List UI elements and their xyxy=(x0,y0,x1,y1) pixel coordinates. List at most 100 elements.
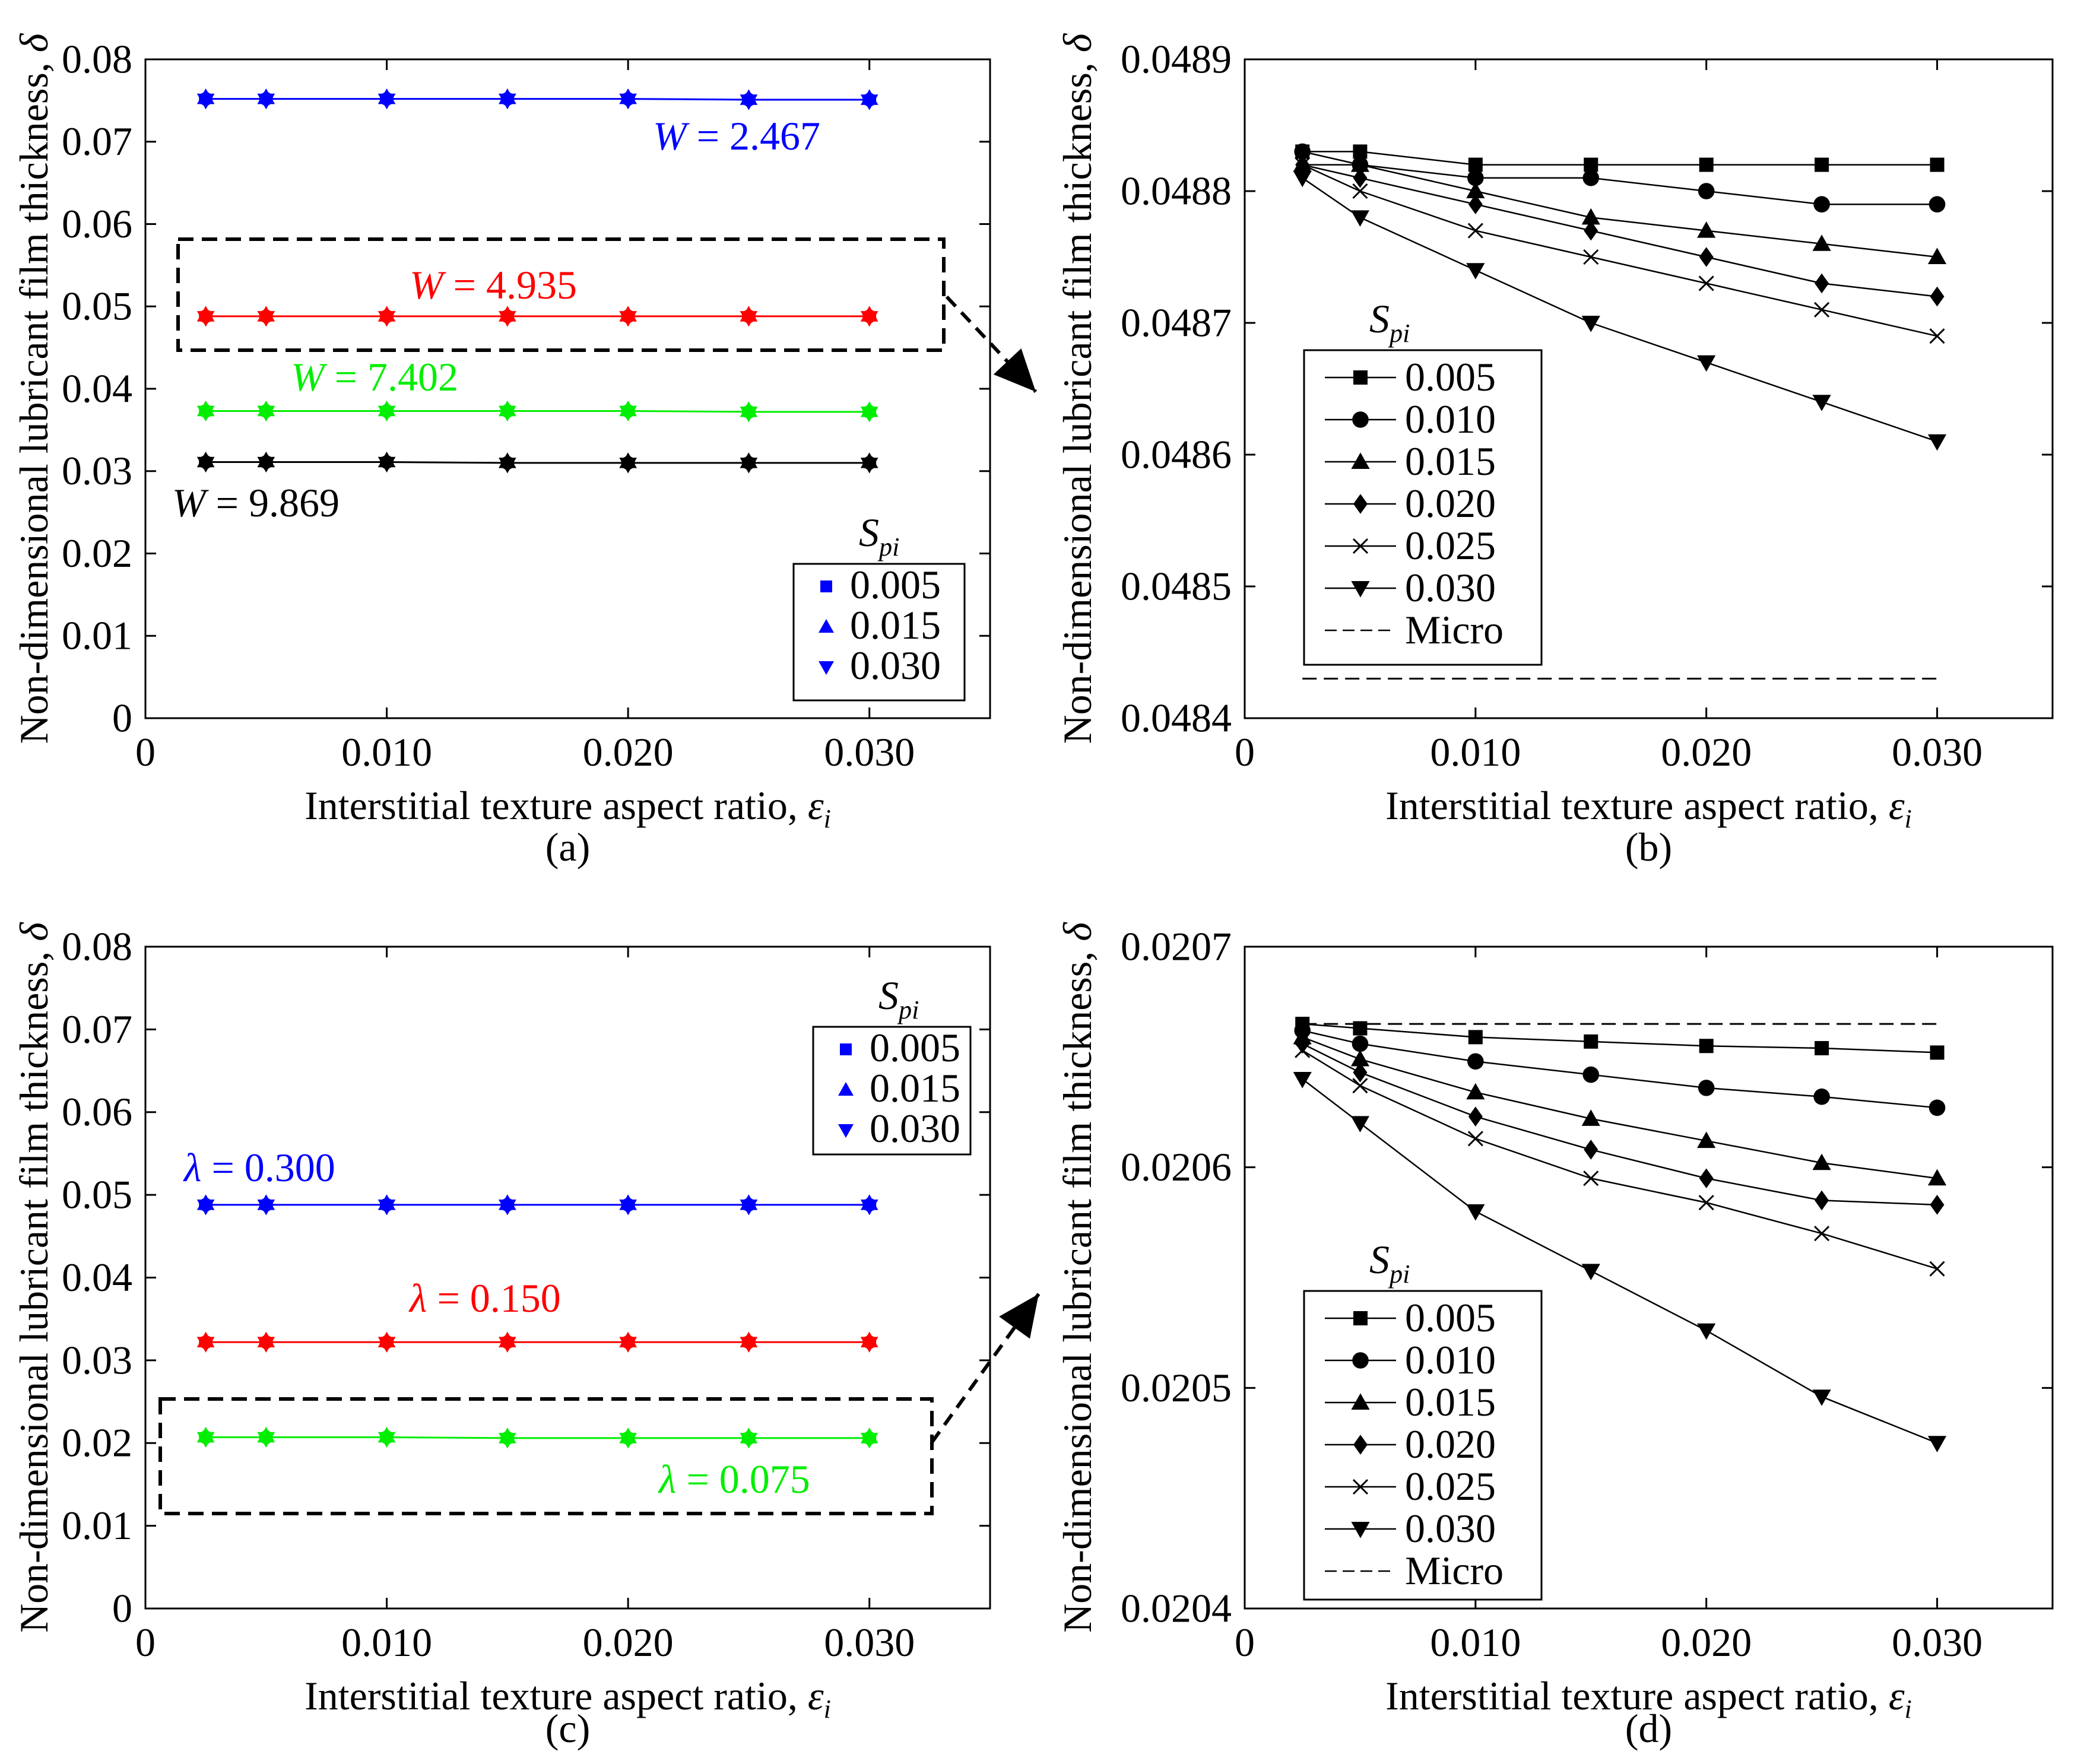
data-point-down xyxy=(196,1337,215,1353)
chart-panel-b: 0.0484 0.0485 0.0486 0.0487 0.0488 0.0489 0 0.0… xyxy=(1055,33,2054,870)
y-tick-label: 0.0207 xyxy=(1121,924,1232,969)
x-axis-label: Interstitial texture aspect ratio, εi xyxy=(304,783,831,833)
x-tick-label: 0.010 xyxy=(341,729,432,775)
series-line xyxy=(205,98,870,101)
data-point xyxy=(1815,157,1829,172)
y-tick-label: 0.0487 xyxy=(1121,300,1232,345)
data-point xyxy=(1927,248,1947,264)
data-point xyxy=(1582,1066,1600,1083)
y-tick-label: 0.0489 xyxy=(1121,36,1232,81)
y-tick-label: 0.07 xyxy=(62,1007,132,1052)
data-point-down xyxy=(499,1337,516,1353)
y-axis-label: Non-dimensional lubricant film thickness… xyxy=(11,922,56,1633)
data-point xyxy=(1467,170,1484,186)
data-point-down xyxy=(196,1432,215,1448)
data-point xyxy=(1814,1226,1830,1242)
data-point-down xyxy=(619,1337,637,1353)
y-tick-label: 0.03 xyxy=(62,1337,132,1382)
panel-caption: (d) xyxy=(1625,1706,1672,1751)
data-point-down xyxy=(196,311,215,327)
legend-title: Spi xyxy=(859,510,899,561)
legend-marker xyxy=(820,580,832,592)
legend-entry-label: 0.030 xyxy=(870,1106,960,1151)
data-point xyxy=(1813,1088,1830,1105)
data-point xyxy=(1353,1021,1368,1036)
legend-marker xyxy=(1352,411,1369,428)
data-point xyxy=(1295,1042,1311,1058)
legend-entry-label: 0.015 xyxy=(870,1065,960,1111)
data-point-down xyxy=(740,1433,758,1449)
y-tick-label: 0.02 xyxy=(62,1420,132,1465)
data-point-down xyxy=(740,407,758,423)
y-tick-label: 0.02 xyxy=(62,531,132,576)
data-point xyxy=(1352,1035,1369,1052)
data-point xyxy=(1697,1323,1716,1340)
data-point xyxy=(1812,1153,1831,1170)
data-point-down xyxy=(740,1200,758,1216)
data-point xyxy=(1699,1039,1714,1054)
data-point xyxy=(1814,302,1830,318)
data-point xyxy=(1584,220,1598,241)
y-tick-label: 0.0205 xyxy=(1121,1365,1232,1410)
chart-panel-a: 0 0.01 0.02 0.03 0.04 0.05 0.06 0.07 0.08 0 0.010 0… xyxy=(11,33,991,870)
data-point xyxy=(1350,156,1370,172)
y-axis-label: Non-dimensional lubricant film thickness… xyxy=(11,33,56,744)
x-tick-label: 0.020 xyxy=(1661,1620,1752,1665)
x-tick-label: 0.030 xyxy=(824,1620,915,1665)
data-point xyxy=(1350,1049,1370,1067)
x-axis-label: Interstitial texture aspect ratio, εi xyxy=(1385,1673,1912,1724)
y-tick-label: 0.0485 xyxy=(1121,563,1232,608)
data-point xyxy=(1812,395,1831,411)
y-tick-label: 0.03 xyxy=(62,448,132,493)
legend-marker xyxy=(1351,1522,1370,1538)
data-point-down xyxy=(378,405,396,422)
series-label: W = 9.869 xyxy=(172,480,340,525)
panel-caption: (c) xyxy=(545,1706,590,1751)
y-tick-label: 0.06 xyxy=(62,1089,132,1134)
y-tick-label: 0 xyxy=(112,695,132,740)
legend-entry-label: 0.025 xyxy=(1405,1464,1496,1509)
series-line xyxy=(1302,1049,1937,1270)
y-axis-label: Non-dimensional lubricant film thickness… xyxy=(1055,922,1100,1633)
data-point-down xyxy=(257,93,275,110)
data-point xyxy=(1584,1034,1598,1049)
data-point-down xyxy=(740,1337,758,1353)
x-axis-label: Interstitial texture aspect ratio, εi xyxy=(1385,783,1912,833)
y-tick-label: 0.0204 xyxy=(1121,1585,1232,1630)
data-point xyxy=(1467,223,1483,239)
data-point-down xyxy=(740,311,758,327)
x-tick-label: 0.020 xyxy=(583,729,674,775)
data-point xyxy=(1698,183,1715,199)
legend-entry-label: 0.005 xyxy=(870,1025,960,1070)
data-point-down xyxy=(378,311,396,327)
legend-entry-label: 0.015 xyxy=(1405,1379,1496,1424)
legend-entry-label: Micro xyxy=(1405,1548,1503,1593)
data-point-down xyxy=(860,1200,878,1216)
legend-marker xyxy=(1353,1311,1368,1325)
chart-panel-d: 0.0204 0.0205 0.0206 0.0207 0 0.010 0.020 0.030… xyxy=(1055,922,2054,1751)
data-point-down xyxy=(499,311,516,327)
data-point xyxy=(1582,170,1600,186)
data-point-down xyxy=(196,405,215,422)
data-point xyxy=(1929,1261,1945,1277)
legend-marker xyxy=(1351,581,1370,598)
legend-box xyxy=(812,1026,972,1156)
x-tick-label: 0.030 xyxy=(1892,729,1983,775)
x-tick-label: 0.020 xyxy=(583,1620,674,1665)
plot-area xyxy=(1244,58,2054,719)
data-point-down xyxy=(860,94,878,110)
data-point-down xyxy=(619,405,637,422)
x-tick-label: 0.010 xyxy=(341,1620,432,1665)
data-point xyxy=(1698,1080,1715,1096)
legend-entry-label: 0.005 xyxy=(1405,354,1496,399)
legend-entry-label: 0.005 xyxy=(1405,1295,1496,1340)
data-point xyxy=(1294,143,1311,160)
legend-marker xyxy=(1353,370,1368,385)
data-point xyxy=(1581,208,1600,225)
legend-entry-label: 0.015 xyxy=(1405,439,1496,484)
y-tick-label: 0.01 xyxy=(62,1503,132,1548)
data-point xyxy=(1697,355,1716,372)
data-point xyxy=(1927,434,1947,451)
plot-area xyxy=(1244,946,2054,1610)
data-point xyxy=(1581,1264,1600,1280)
